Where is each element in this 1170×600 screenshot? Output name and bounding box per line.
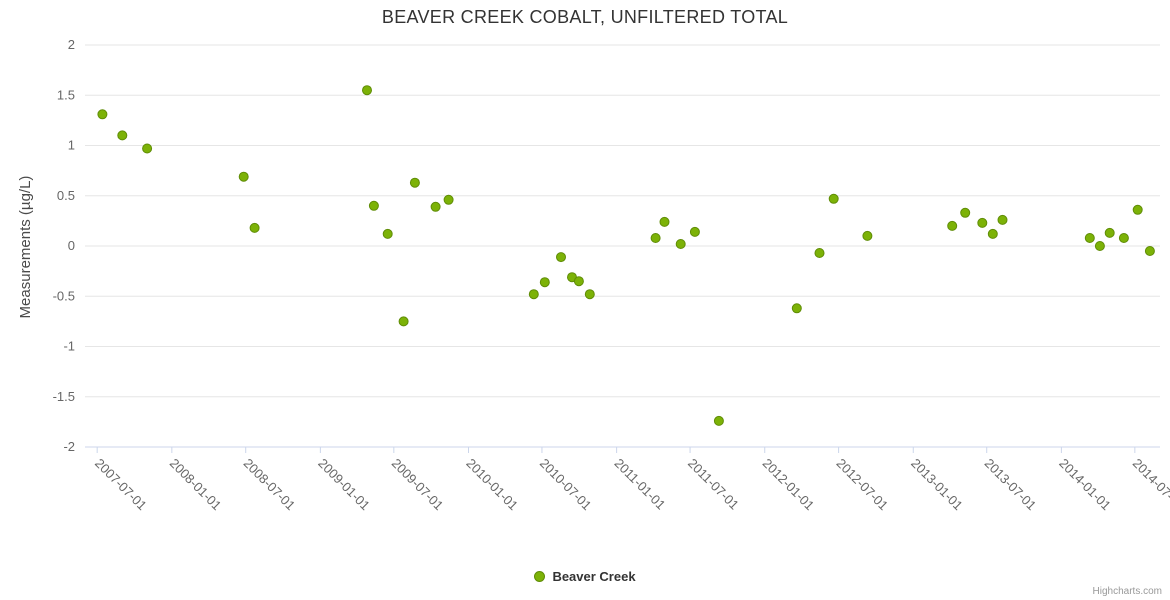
data-point[interactable] bbox=[1084, 233, 1095, 243]
x-axis-label: 2008-01-01 bbox=[167, 456, 225, 514]
data-point[interactable] bbox=[689, 226, 700, 237]
x-axis-label: 2012-01-01 bbox=[760, 456, 818, 514]
data-point[interactable] bbox=[430, 201, 441, 212]
data-point[interactable] bbox=[987, 228, 998, 239]
y-axis-label: 1 bbox=[68, 138, 75, 153]
data-point[interactable] bbox=[1118, 233, 1129, 243]
x-axis-label: 2012-07-01 bbox=[833, 456, 891, 514]
data-point[interactable] bbox=[1144, 246, 1155, 256]
data-point[interactable] bbox=[362, 85, 372, 96]
y-axis-label: 0.5 bbox=[57, 188, 75, 203]
legend-item-beaver-creek[interactable]: Beaver Creek bbox=[0, 569, 1170, 584]
x-axis-label: 2009-01-01 bbox=[315, 456, 373, 514]
y-axis-label: 2 bbox=[68, 37, 75, 52]
x-axis-label: 2013-01-01 bbox=[908, 456, 966, 514]
data-point[interactable] bbox=[997, 214, 1008, 225]
data-point[interactable] bbox=[398, 316, 409, 327]
x-axis-label: 2011-01-01 bbox=[611, 456, 668, 513]
data-point[interactable] bbox=[791, 303, 802, 314]
x-axis-label: 2011-07-01 bbox=[685, 456, 742, 513]
data-point[interactable] bbox=[443, 194, 454, 205]
data-point[interactable] bbox=[814, 248, 825, 258]
data-point[interactable] bbox=[659, 216, 670, 227]
y-axis-label: -1.5 bbox=[53, 389, 75, 404]
data-point[interactable] bbox=[573, 276, 584, 287]
legend-marker-icon bbox=[534, 571, 546, 582]
x-axis-label: 2008-07-01 bbox=[241, 456, 299, 514]
y-axis-label: -0.5 bbox=[53, 288, 75, 303]
data-point[interactable] bbox=[977, 217, 988, 228]
y-axis-label: 0 bbox=[68, 238, 75, 253]
data-point[interactable] bbox=[1132, 204, 1143, 215]
x-axis-label: 2010-01-01 bbox=[463, 456, 521, 514]
data-point[interactable] bbox=[556, 252, 566, 263]
data-point[interactable] bbox=[1094, 241, 1105, 251]
data-point[interactable] bbox=[117, 130, 128, 141]
y-axis-label: -2 bbox=[63, 439, 75, 454]
y-axis-label: 1.5 bbox=[57, 87, 75, 102]
data-point[interactable] bbox=[368, 200, 379, 211]
data-point[interactable] bbox=[97, 109, 108, 120]
data-point[interactable] bbox=[862, 230, 873, 241]
highcharts-credit-link[interactable]: Highcharts.com bbox=[1092, 586, 1162, 597]
legend-label: Beaver Creek bbox=[552, 569, 636, 584]
x-axis-label: 2010-07-01 bbox=[537, 456, 595, 514]
x-axis-label: 2013-07-01 bbox=[982, 456, 1040, 514]
data-point[interactable] bbox=[713, 415, 724, 426]
data-point[interactable] bbox=[528, 289, 539, 300]
chart-title: BEAVER CREEK COBALT, UNFILTERED TOTAL bbox=[381, 7, 789, 27]
data-point[interactable] bbox=[584, 289, 595, 300]
data-point[interactable] bbox=[142, 143, 153, 154]
data-point[interactable] bbox=[238, 171, 249, 182]
data-point[interactable] bbox=[249, 222, 260, 233]
data-point[interactable] bbox=[960, 207, 971, 218]
x-axis-label: 2014-07-01 bbox=[1130, 456, 1170, 514]
data-point[interactable] bbox=[409, 177, 420, 188]
x-axis-label: 2014-01-01 bbox=[1056, 456, 1114, 514]
data-point[interactable] bbox=[828, 193, 839, 204]
data-point[interactable] bbox=[539, 277, 550, 288]
data-point[interactable] bbox=[675, 239, 686, 249]
data-point[interactable] bbox=[382, 228, 393, 239]
data-point[interactable] bbox=[1104, 227, 1115, 238]
x-axis-label: 2009-07-01 bbox=[389, 456, 447, 514]
data-point[interactable] bbox=[947, 220, 958, 231]
x-axis-label: 2007-07-01 bbox=[92, 456, 150, 514]
y-axis-label: -1 bbox=[63, 339, 75, 354]
data-point[interactable] bbox=[650, 233, 661, 243]
